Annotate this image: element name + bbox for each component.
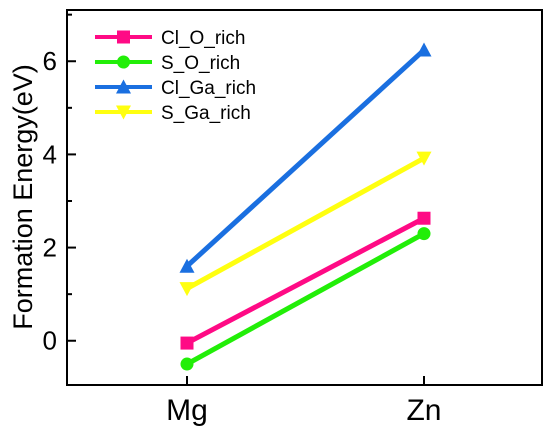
x-tick-label: Zn bbox=[406, 394, 441, 427]
x-axis-ticks: Mg Zn bbox=[166, 376, 442, 427]
series-line bbox=[185, 216, 426, 346]
legend-marker bbox=[117, 30, 130, 44]
data-point bbox=[180, 336, 194, 350]
legend-marker bbox=[116, 105, 131, 120]
y-axis-ticks: 0 2 4 6 bbox=[43, 13, 76, 356]
series-line bbox=[185, 231, 426, 367]
legend-marker bbox=[116, 79, 131, 94]
y-tick-label: 6 bbox=[43, 46, 57, 76]
plot-markers bbox=[179, 42, 432, 371]
legend-label: S_O_rich bbox=[161, 53, 240, 74]
y-tick-label: 2 bbox=[43, 233, 57, 263]
x-tick-label: Mg bbox=[166, 394, 208, 427]
y-axis-title: Formation Energy(eV) bbox=[8, 64, 38, 330]
data-point bbox=[417, 211, 431, 225]
data-point bbox=[180, 357, 194, 371]
data-point bbox=[416, 151, 432, 166]
series-line bbox=[185, 48, 426, 269]
data-point bbox=[417, 227, 431, 241]
legend-label: S_Ga_rich bbox=[161, 103, 251, 124]
legend-marker bbox=[117, 55, 130, 69]
series-line bbox=[185, 155, 426, 291]
legend-label: Cl_Ga_rich bbox=[161, 78, 256, 99]
legend: Cl_O_rich S_O_rich Cl_Ga_rich S_Ga_rich bbox=[95, 28, 256, 124]
plot-lines bbox=[185, 48, 426, 367]
plot-frame bbox=[66, 9, 543, 386]
data-point bbox=[416, 42, 432, 57]
data-point bbox=[179, 258, 195, 273]
legend-label: Cl_O_rich bbox=[161, 28, 245, 49]
data-point bbox=[179, 282, 195, 297]
y-tick-label: 0 bbox=[43, 326, 57, 356]
y-tick-label: 4 bbox=[43, 139, 57, 169]
